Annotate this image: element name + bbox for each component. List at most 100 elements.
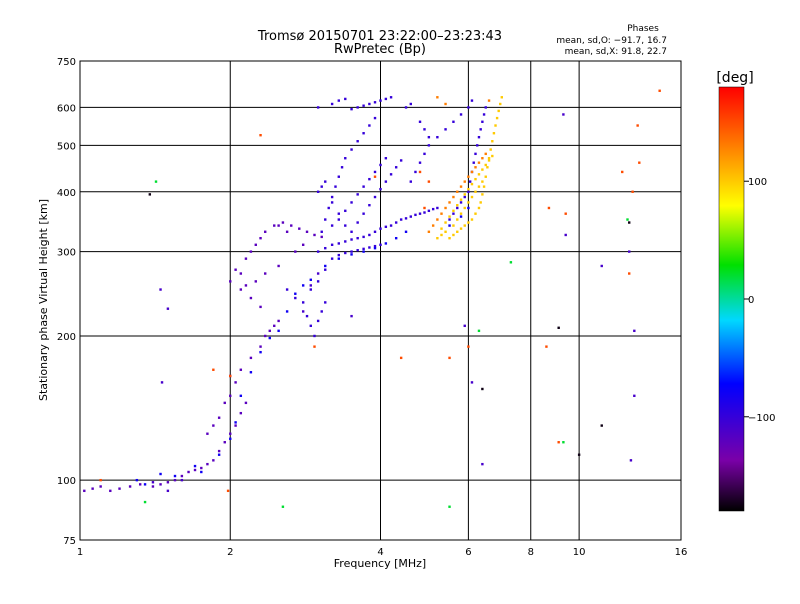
data-point <box>309 288 312 291</box>
data-point <box>362 185 365 188</box>
data-point <box>379 243 382 246</box>
data-point <box>409 102 412 106</box>
data-point <box>277 264 280 268</box>
data-point <box>244 257 248 260</box>
y-tick-label: 75 <box>63 536 76 547</box>
data-point <box>320 185 323 188</box>
data-point <box>389 96 393 99</box>
data-point <box>379 99 382 102</box>
data-point <box>477 135 481 139</box>
data-point <box>344 209 347 213</box>
data-point <box>373 101 377 104</box>
data-point <box>316 319 320 323</box>
data-point <box>448 505 451 508</box>
data-point <box>239 394 243 398</box>
data-point <box>448 201 451 204</box>
data-point <box>234 421 237 424</box>
data-point <box>337 212 341 215</box>
data-point <box>362 247 365 251</box>
y-tick-label: 200 <box>57 332 76 343</box>
data-point <box>285 310 289 313</box>
chart-subtitle: RwPretec (Bp) <box>334 42 426 57</box>
data-point <box>481 462 484 466</box>
data-point <box>234 381 237 384</box>
data-point <box>423 128 426 131</box>
data-point <box>463 206 466 210</box>
data-point <box>456 206 459 210</box>
data-point <box>356 193 359 196</box>
data-point <box>223 401 226 405</box>
data-point <box>436 96 439 99</box>
data-point <box>118 487 121 490</box>
data-point <box>448 224 451 227</box>
data-point <box>564 233 567 237</box>
data-point <box>440 233 443 237</box>
x-tick-label: 6 <box>465 547 471 558</box>
data-point <box>180 474 184 478</box>
data-point <box>444 206 447 210</box>
data-point <box>456 190 459 193</box>
data-point <box>444 230 447 233</box>
data-point <box>273 324 276 328</box>
data-point <box>368 246 371 249</box>
data-point <box>379 227 382 230</box>
data-point <box>557 441 560 444</box>
x-tick-label: 2 <box>227 547 233 558</box>
data-point <box>436 206 439 210</box>
x-tick-label: 8 <box>528 547 534 558</box>
colorbar-tick-label: −100 <box>748 413 775 424</box>
data-point <box>399 218 403 221</box>
data-point <box>316 280 320 283</box>
data-point <box>477 173 481 176</box>
data-point <box>259 236 262 240</box>
data-point <box>484 152 487 156</box>
data-point <box>244 284 248 287</box>
data-point <box>547 206 551 210</box>
data-point <box>427 230 431 233</box>
data-point <box>301 284 305 287</box>
data-point <box>456 218 459 221</box>
data-point <box>229 280 232 283</box>
data-point <box>463 193 466 196</box>
colorbar-label: [deg] <box>716 70 753 86</box>
data-point <box>160 381 164 384</box>
data-point <box>229 394 232 398</box>
data-point <box>487 157 491 160</box>
data-point <box>467 175 470 178</box>
y-tick-label: 400 <box>57 188 76 199</box>
data-point <box>631 190 634 193</box>
data-point <box>254 280 257 283</box>
data-point <box>494 124 497 127</box>
data-point <box>456 230 459 233</box>
data-point <box>484 175 487 178</box>
data-point <box>482 113 486 116</box>
data-point <box>629 459 633 462</box>
data-point <box>320 310 323 313</box>
data-point <box>151 481 155 484</box>
data-point <box>418 161 422 164</box>
data-point <box>444 128 447 131</box>
data-point <box>239 411 243 415</box>
data-point <box>477 329 481 333</box>
data-point <box>479 128 482 131</box>
data-point <box>477 161 481 164</box>
data-point <box>298 227 301 230</box>
x-tick-label: 1 <box>77 547 83 558</box>
data-point <box>452 195 455 199</box>
data-point <box>470 218 474 221</box>
data-point <box>212 459 215 462</box>
data-point <box>273 224 276 227</box>
data-point <box>259 133 262 137</box>
data-point <box>384 242 388 245</box>
data-point <box>423 152 426 156</box>
data-point <box>399 159 403 162</box>
data-point <box>362 132 365 135</box>
x-tick-label: 4 <box>377 547 383 558</box>
data-point <box>414 213 417 217</box>
data-point <box>495 116 499 120</box>
data-point <box>373 195 377 199</box>
y-tick-label: 500 <box>57 141 76 152</box>
data-point <box>368 102 371 106</box>
data-point <box>187 470 190 474</box>
data-point <box>444 102 447 106</box>
